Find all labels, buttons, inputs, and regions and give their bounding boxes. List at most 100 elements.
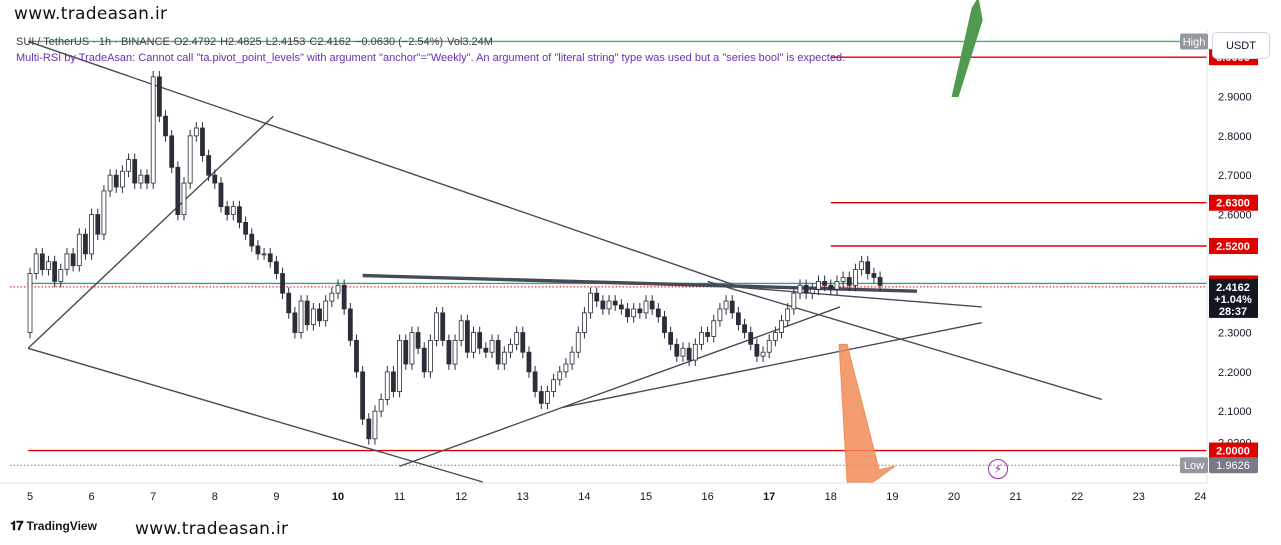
candle-body (834, 280, 840, 290)
candle-body (464, 320, 470, 353)
candle-body (514, 332, 520, 345)
time-axis[interactable]: 5 6 7 8 9 10 11 12 13 14 15 16 17 18 19 20 21 22 23 24 (27, 491, 1207, 503)
candle-body (397, 339, 403, 392)
time-tick-label: 5 (27, 491, 33, 503)
candle-body (686, 347, 692, 361)
ohlc-open: O2.4792 (173, 36, 217, 48)
candle-body (200, 127, 205, 156)
candle-body (637, 308, 643, 314)
time-tick-label: 23 (1133, 491, 1145, 503)
candle-body (575, 332, 581, 353)
site-watermark-top: www.tradeasan.ir (14, 4, 168, 24)
candle-body (699, 332, 704, 345)
candle-body (477, 332, 483, 349)
candle-body (600, 300, 606, 310)
candle-body (126, 159, 131, 172)
price-label-text: 2.6300 (1216, 198, 1250, 210)
candle-body (378, 398, 384, 412)
site-watermark-bottom: www.tradeasan.ir (135, 519, 289, 539)
price-tick-label: 2.7000 (1218, 170, 1252, 182)
candle-body (489, 339, 495, 353)
tradingview-mark-icon: 𝟏𝟕 (10, 518, 24, 533)
lightning-icon[interactable]: ⚡ (988, 459, 1008, 479)
time-tick-label: 15 (640, 491, 652, 503)
candle-body (692, 343, 698, 361)
time-tick-label: 24 (1194, 491, 1206, 503)
price-axis[interactable]: 2.02002.10002.20002.30002.60002.70002.80… (1218, 92, 1252, 450)
candle-body (859, 261, 864, 271)
candle-body (341, 284, 347, 310)
candle-body (46, 261, 51, 271)
candle-body (797, 284, 803, 294)
candle-body (187, 135, 193, 184)
candle-body (569, 351, 575, 365)
candle-body (27, 273, 33, 333)
candle-body (828, 284, 834, 290)
candle-body (206, 155, 212, 176)
low-tag (1180, 457, 1208, 474)
time-tick-label: 10 (332, 491, 344, 503)
candle-body (668, 332, 674, 345)
symbol-legend: SUI / TetherUS · 1h · BINANCE O2.4792 H2… (16, 36, 493, 48)
candle-body (785, 308, 791, 322)
candle-body (95, 214, 101, 235)
candle-body (329, 292, 335, 302)
candle-body (501, 351, 507, 365)
price-labels: High3.00002.63002.52002.42472.4162+1.04%… (1180, 33, 1258, 474)
candle-body (563, 363, 569, 373)
candle-body (144, 174, 150, 184)
time-tick-label: 8 (212, 491, 218, 503)
candle-body (723, 300, 729, 310)
candle-body (582, 312, 587, 333)
time-tick-label: 12 (455, 491, 467, 503)
candle-body (736, 312, 741, 326)
ohlc-low: L2.4153 (265, 36, 306, 48)
ohlc-change: −0.0630 (−2.54%) (355, 36, 444, 48)
candle-body (840, 277, 846, 282)
price-label-text: 2.0000 (1216, 446, 1250, 458)
candle-body (717, 308, 723, 322)
candle-body (643, 300, 649, 314)
candle-body (335, 284, 341, 294)
trendline (707, 280, 1103, 401)
candle-body (877, 277, 883, 286)
candle-body (520, 332, 526, 353)
tradingview-logo[interactable]: 𝟏𝟕 TradingView (10, 518, 97, 534)
time-tick-label: 18 (825, 491, 837, 503)
symbol-name[interactable]: SUI / TetherUS · 1h · BINANCE (16, 36, 170, 48)
candle-body (317, 308, 322, 322)
candle-body (286, 292, 292, 314)
candle-body (674, 343, 680, 357)
candle-body (175, 166, 181, 215)
time-tick-label: 21 (1009, 491, 1021, 503)
candle-body (680, 347, 686, 357)
candle-body (809, 288, 815, 294)
low-price-box (1209, 457, 1258, 474)
candle-body (372, 410, 378, 440)
tradingview-brand: TradingView (26, 519, 97, 533)
price-label-text: 2.4162 (1216, 282, 1250, 294)
candle-body (409, 332, 415, 365)
price-tick-label: 2.2000 (1218, 367, 1252, 379)
candle-body (138, 174, 144, 184)
price-label-box (1209, 303, 1258, 318)
high-tag-text: High (1183, 36, 1206, 48)
candle-body (816, 280, 821, 290)
candle-body (52, 261, 58, 282)
candle-body (169, 135, 175, 168)
candle-body (748, 332, 754, 345)
price-tick-label: 2.9000 (1218, 92, 1252, 104)
currency-button[interactable]: USDT (1212, 32, 1270, 59)
candle-body (434, 312, 439, 341)
candle-body (557, 371, 563, 381)
candle-body (76, 233, 82, 267)
low-price-text: 1.9626 (1216, 460, 1250, 472)
candle-body (354, 339, 359, 373)
candle-body (754, 343, 760, 357)
trendline (27, 115, 274, 349)
candle-body (483, 347, 489, 353)
candle-body (446, 339, 452, 365)
candle-body (163, 115, 168, 137)
candle-body (391, 371, 396, 392)
